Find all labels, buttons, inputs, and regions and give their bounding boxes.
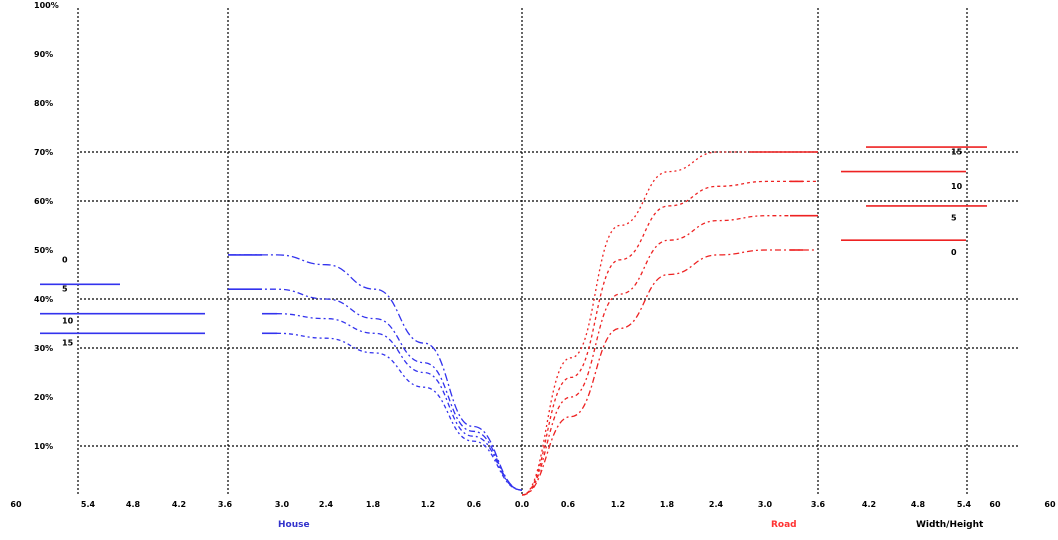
house-flat-label: 10 [62,317,74,326]
x-tick-label: 60 [10,500,22,509]
road-curve-10 [521,180,817,496]
road-flat-label: 0 [951,248,957,257]
road-curves [521,151,818,496]
x-tick-label: 5.4 [81,500,96,509]
x-tick-label: 1.8 [366,500,381,509]
x-tick-label: 4.8 [126,500,141,509]
road-flat-label: 15 [951,147,963,156]
y-tick-label: 60% [34,197,53,206]
house-curve-15 [276,332,523,491]
axis-label-road: Road [771,520,797,530]
x-tick-label: 0.0 [515,500,530,509]
x-tick-label: 3.6 [218,500,233,509]
road-flat-label: 5 [951,214,957,223]
house-flat-label: 5 [62,285,68,294]
x-tick-label: 5.4 [957,500,972,509]
x-tick-label: 4.2 [172,500,186,509]
house-flat-label: 15 [62,339,74,348]
x-tick-label: 0.6 [561,500,576,509]
x-tick-label: 0.6 [467,500,482,509]
x-tick-label: 2.4 [319,500,334,509]
x-tick-label: 4.2 [862,500,876,509]
flat-line-labels: 0 5 10 15 15 10 5 0 [62,147,963,347]
y-tick-labels: 100% 90% 80% 70% 60% 50% 40% 30% 20% 10% [34,1,59,451]
house-curve-5 [227,288,523,491]
axis-label-house: House [278,520,310,530]
x-tick-label: 3.0 [275,500,290,509]
x-tick-label: 1.2 [611,500,625,509]
x-tick-label: 4.8 [911,500,926,509]
x-tick-label: 1.8 [660,500,675,509]
y-tick-label: 80% [34,99,53,108]
house-curve-0 [227,254,523,491]
y-tick-label: 10% [34,442,53,451]
y-tick-label: 20% [34,393,53,402]
x-tick-labels: 60 5.4 4.8 4.2 3.6 3.0 2.4 1.8 1.2 0.6 0.0 0.6 1.2 1.… [10,500,1056,509]
road-curve-0 [521,249,817,496]
house-curves [227,254,523,491]
house-label: 0 [62,255,68,264]
axis-label-width-height: Width/Height [916,520,984,530]
y-tick-label: 30% [34,344,53,353]
road-flat-label: 10 [951,182,963,191]
x-tick-label: 1.2 [421,500,435,509]
y-tick-label: 40% [34,295,53,304]
road-curve-15 [521,151,817,496]
y-tick-label: 70% [34,148,53,157]
y-tick-label: 90% [34,50,53,59]
road-curve-5 [521,215,817,496]
x-tick-label: 60 [1044,500,1056,509]
y-tick-label: 100% [34,1,59,10]
road-flat-lines [841,146,987,241]
house-flat-lines [40,254,277,335]
grid [77,8,1018,495]
x-tick-label: 2.4 [709,500,724,509]
y-tick-label: 50% [34,246,53,255]
x-tick-label: 60 [989,500,1001,509]
x-tick-label: 3.0 [758,500,773,509]
x-tick-label: 3.6 [811,500,826,509]
